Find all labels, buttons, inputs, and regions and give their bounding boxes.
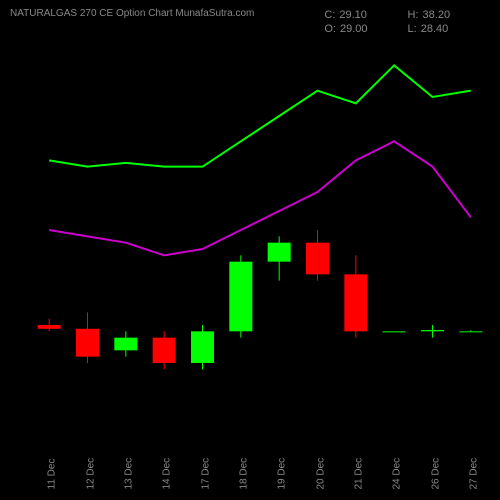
x-axis-label: 21 Dec bbox=[353, 458, 364, 490]
candle-body bbox=[153, 338, 176, 363]
x-axis-labels: 11 Dec 12 Dec 13 Dec 14 Dec 17 Dec 18 Dec 19 D… bbox=[0, 430, 500, 490]
candle-body bbox=[421, 330, 444, 331]
high-line bbox=[49, 65, 471, 166]
candle-body bbox=[459, 331, 482, 332]
x-axis-label: 14 Dec bbox=[162, 458, 173, 490]
x-axis-label: 12 Dec bbox=[85, 458, 96, 490]
x-axis-label: 19 Dec bbox=[277, 458, 288, 490]
x-axis-label: 27 Dec bbox=[468, 458, 479, 490]
x-axis-label: 20 Dec bbox=[315, 458, 326, 490]
low-line bbox=[49, 141, 471, 255]
x-axis-label: 26 Dec bbox=[430, 458, 441, 490]
candle-body bbox=[306, 243, 329, 275]
candle-body bbox=[114, 338, 137, 351]
candle-body bbox=[38, 325, 61, 329]
price-chart bbox=[0, 0, 500, 500]
x-axis-label: 24 Dec bbox=[392, 458, 403, 490]
candle-body bbox=[229, 262, 252, 332]
candle-body bbox=[191, 331, 214, 363]
candle-body bbox=[76, 329, 99, 357]
candle-body bbox=[383, 331, 406, 332]
x-axis-label: 18 Dec bbox=[238, 458, 249, 490]
x-axis-label: 13 Dec bbox=[123, 458, 134, 490]
candle-body bbox=[268, 243, 291, 262]
x-axis-label: 11 Dec bbox=[47, 459, 58, 490]
x-axis-label: 17 Dec bbox=[200, 458, 211, 490]
candle-body bbox=[344, 274, 367, 331]
